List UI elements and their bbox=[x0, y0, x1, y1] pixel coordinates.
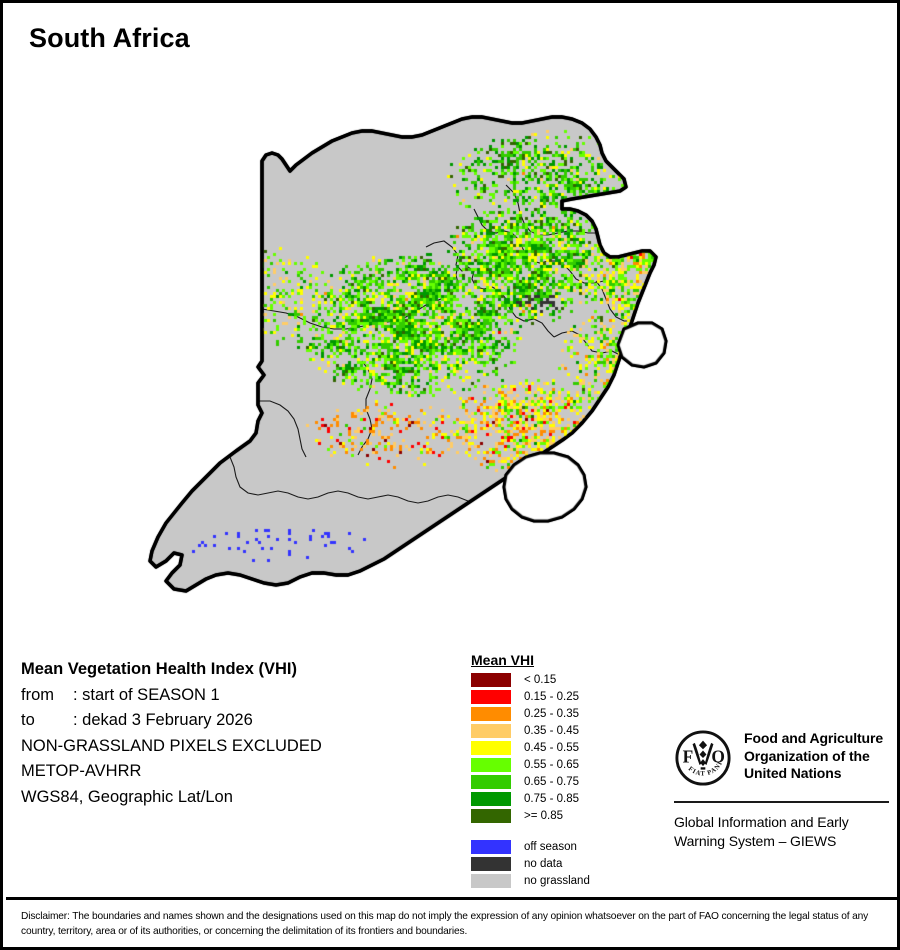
legend-row-class-7: 0.75 - 0.85 bbox=[471, 792, 651, 806]
legend: Mean VHI < 0.15 0.15 - 0.25 0.25 - 0.35 0.3… bbox=[471, 653, 651, 891]
caption-to: to : dekad 3 February 2026 bbox=[21, 708, 451, 734]
disclaimer-text: Disclaimer: The boundaries and names sho… bbox=[21, 911, 869, 937]
caption-mask-note: NON-GRASSLAND PIXELS EXCLUDED bbox=[21, 736, 322, 755]
legend-swatch bbox=[471, 874, 511, 888]
legend-label: no grassland bbox=[524, 875, 590, 887]
fao-organisation-name: Food and Agriculture Organization of the U… bbox=[744, 730, 884, 781]
legend-swatch bbox=[471, 792, 511, 806]
disclaimer-divider bbox=[6, 897, 897, 900]
legend-row-class-8: >= 0.85 bbox=[471, 809, 651, 823]
legend-label: 0.15 - 0.25 bbox=[524, 691, 579, 703]
legend-row-class-4: 0.45 - 0.55 bbox=[471, 741, 651, 755]
legend-swatch bbox=[471, 775, 511, 789]
fao-logo-icon: F O FIAT PANIS bbox=[674, 729, 731, 786]
legend-label: off season bbox=[524, 841, 577, 853]
caption-to-value: : dekad 3 February 2026 bbox=[73, 711, 253, 729]
legend-row-class-3: 0.35 - 0.45 bbox=[471, 724, 651, 738]
legend-class-list: < 0.15 0.15 - 0.25 0.25 - 0.35 0.35 - 0.45 0… bbox=[471, 673, 651, 823]
fao-header: F O FIAT PANIS Food and AgricultureOrgan… bbox=[674, 729, 889, 787]
legend-label: 0.35 - 0.45 bbox=[524, 725, 579, 737]
legend-row-special-1: no data bbox=[471, 857, 651, 871]
legend-swatch bbox=[471, 673, 511, 687]
legend-swatch bbox=[471, 724, 511, 738]
legend-label: >= 0.85 bbox=[524, 810, 564, 822]
legend-label: < 0.15 bbox=[524, 674, 557, 686]
page-title: South Africa bbox=[29, 23, 190, 53]
legend-label: 0.55 - 0.65 bbox=[524, 759, 579, 771]
legend-row-class-6: 0.65 - 0.75 bbox=[471, 775, 651, 789]
legend-swatch bbox=[471, 758, 511, 772]
legend-swatch bbox=[471, 857, 511, 871]
fao-branding: F O FIAT PANIS Food and AgricultureOrgan… bbox=[674, 729, 889, 851]
legend-label: 0.25 - 0.35 bbox=[524, 708, 579, 720]
legend-swatch bbox=[471, 707, 511, 721]
legend-label: no data bbox=[524, 858, 563, 870]
svg-text:O: O bbox=[711, 747, 725, 767]
fao-divider bbox=[674, 801, 889, 803]
map-caption: Mean Vegetation Health Index (VHI) from:… bbox=[21, 657, 451, 810]
legend-swatch bbox=[471, 741, 511, 755]
legend-row-special-0: off season bbox=[471, 840, 651, 854]
legend-label: 0.65 - 0.75 bbox=[524, 776, 579, 788]
legend-swatch bbox=[471, 809, 511, 823]
caption-sensor: METOP-AVHRR bbox=[21, 762, 142, 780]
legend-special-list: off season no data no grassland bbox=[471, 840, 651, 888]
lesotho-enclave bbox=[502, 451, 588, 523]
legend-row-special-2: no grassland bbox=[471, 874, 651, 888]
south-africa-map[interactable] bbox=[6, 61, 900, 641]
legend-row-class-1: 0.15 - 0.25 bbox=[471, 690, 651, 704]
map-panel[interactable] bbox=[6, 61, 900, 641]
legend-label: 0.45 - 0.55 bbox=[524, 742, 579, 754]
caption-from: from : start of SEASON 1 bbox=[21, 683, 451, 709]
legend-label: 0.75 - 0.85 bbox=[524, 793, 579, 805]
legend-row-class-0: < 0.15 bbox=[471, 673, 651, 687]
legend-row-class-2: 0.25 - 0.35 bbox=[471, 707, 651, 721]
caption-projection: WGS84, Geographic Lat/Lon bbox=[21, 787, 233, 806]
caption-from-label: from bbox=[21, 685, 54, 704]
legend-swatch bbox=[471, 690, 511, 704]
legend-spacer bbox=[471, 826, 651, 840]
legend-swatch bbox=[471, 840, 511, 854]
caption-to-label: to bbox=[21, 711, 35, 729]
caption-heading: Mean Vegetation Health Index (VHI) bbox=[21, 660, 297, 678]
svg-text:F: F bbox=[683, 747, 694, 767]
fao-programme-name: Global Information and Early Warning Syst… bbox=[674, 814, 849, 849]
legend-row-class-5: 0.55 - 0.65 bbox=[471, 758, 651, 772]
caption-from-value: : start of SEASON 1 bbox=[73, 685, 220, 704]
legend-title: Mean VHI bbox=[471, 652, 535, 668]
